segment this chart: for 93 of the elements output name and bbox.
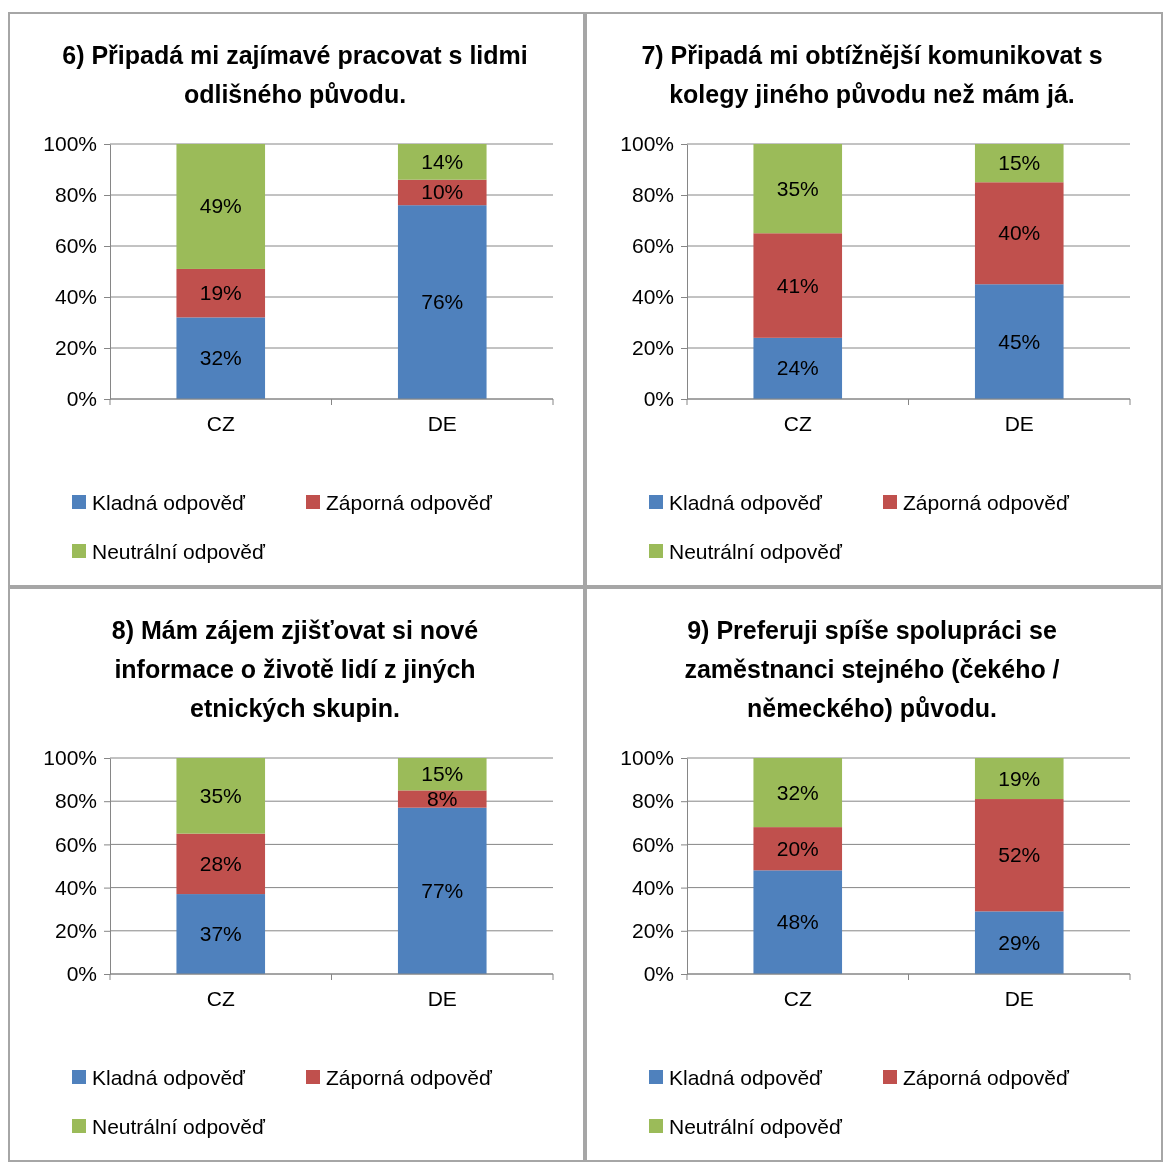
data-label: 52% [998,843,1041,867]
y-tick-label: 0% [643,387,674,411]
data-label: 10% [421,180,464,204]
bar [176,268,266,318]
x-tick-label: CZ [783,987,812,1011]
bar [753,827,843,871]
y-tick-label: 100% [620,132,674,156]
data-label: 35% [199,783,242,807]
y-tick-label: 80% [631,183,674,207]
data-label: 77% [421,878,464,902]
data-label: 41% [776,273,819,297]
y-tick-label: 100% [43,746,97,770]
y-tick-label: 20% [631,919,674,943]
data-label: 19% [998,766,1041,790]
y-tick-label: 0% [643,962,674,986]
chart-title: 8) Mám zájem zjišťovat si nové informace o životě lidí z jiných etnických skupin. [110,615,480,724]
data-label: 14% [421,149,464,173]
bar [176,833,266,895]
data-label: 35% [776,176,819,200]
data-label: 37% [199,922,242,946]
legend-label: Neutrální odpověď [92,1115,266,1138]
x-tick-label: DE [1004,412,1034,436]
y-tick-label: 40% [54,875,97,899]
bar [974,182,1064,285]
bar [753,337,843,399]
bar [753,758,843,828]
legend-label: Záporná odpověď [326,1066,493,1089]
y-tick-label: 60% [631,234,674,258]
bar [397,205,487,399]
y-tick-label: 60% [54,832,97,856]
y-tick-label: 80% [54,789,97,813]
data-label: 19% [199,281,242,305]
legend-label: Záporná odpověď [903,1066,1070,1089]
y-tick-label: 20% [54,336,97,360]
bar [176,144,266,269]
data-label: 32% [199,346,242,370]
bar [176,894,266,974]
data-label: 15% [998,151,1041,175]
bar [974,758,1064,800]
y-tick-label: 20% [631,336,674,360]
legend-label: Neutrální odpověď [669,540,843,563]
y-tick-label: 40% [631,875,674,899]
legend-label: Neutrální odpověď [669,1115,843,1138]
bar [176,317,266,399]
legend-label: Kladná odpověď [669,1066,824,1089]
data-label: 24% [776,356,819,380]
bar [974,911,1064,974]
bar [753,233,843,338]
data-label: 8% [427,787,458,811]
bar [753,870,843,974]
legend-label: Záporná odpověď [326,491,493,514]
data-label: 49% [199,194,242,218]
x-tick-label: CZ [206,412,235,436]
data-label: 28% [199,851,242,875]
y-tick-label: 0% [66,962,97,986]
data-label: 76% [421,290,464,314]
x-tick-label: DE [427,987,457,1011]
legend-label: Kladná odpověď [669,491,824,514]
bar [974,284,1064,399]
x-tick-label: DE [1004,987,1034,1011]
chart-title: 9) Preferuji spíše spolupráci se zaměstnanci stejného (čekého / německého) původu. [683,615,1061,724]
bar [397,807,487,974]
x-tick-label: DE [427,412,457,436]
legend-label: Kladná odpověď [92,1066,247,1089]
chart-title: 6) Připadá mi zajímavé pracovat s lidmi odlišného původu. [61,40,529,110]
y-tick-label: 20% [54,919,97,943]
data-label: 45% [998,329,1041,353]
bar [753,144,843,234]
x-tick-label: CZ [783,412,812,436]
bar [974,144,1064,183]
bar [176,758,266,834]
y-tick-label: 100% [620,746,674,770]
y-tick-label: 40% [631,285,674,309]
y-tick-label: 0% [66,387,97,411]
y-tick-label: 80% [631,789,674,813]
data-label: 15% [421,762,464,786]
chart-title: 7) Připadá mi obtížnější komunikovat s kolegy jiného původu než mám já. [640,40,1104,110]
data-label: 20% [776,836,819,860]
bar [397,144,487,180]
data-label: 32% [776,780,819,804]
x-tick-label: CZ [206,987,235,1011]
legend-label: Kladná odpověď [92,491,247,514]
bar [974,799,1064,912]
y-tick-label: 100% [43,132,97,156]
y-tick-label: 80% [54,183,97,207]
data-label: 40% [998,221,1041,245]
legend-label: Neutrální odpověď [92,540,266,563]
data-label: 48% [776,910,819,934]
y-tick-label: 60% [54,234,97,258]
data-label: 29% [998,930,1041,954]
legend-label: Záporná odpověď [903,491,1070,514]
y-tick-label: 40% [54,285,97,309]
y-tick-label: 60% [631,832,674,856]
